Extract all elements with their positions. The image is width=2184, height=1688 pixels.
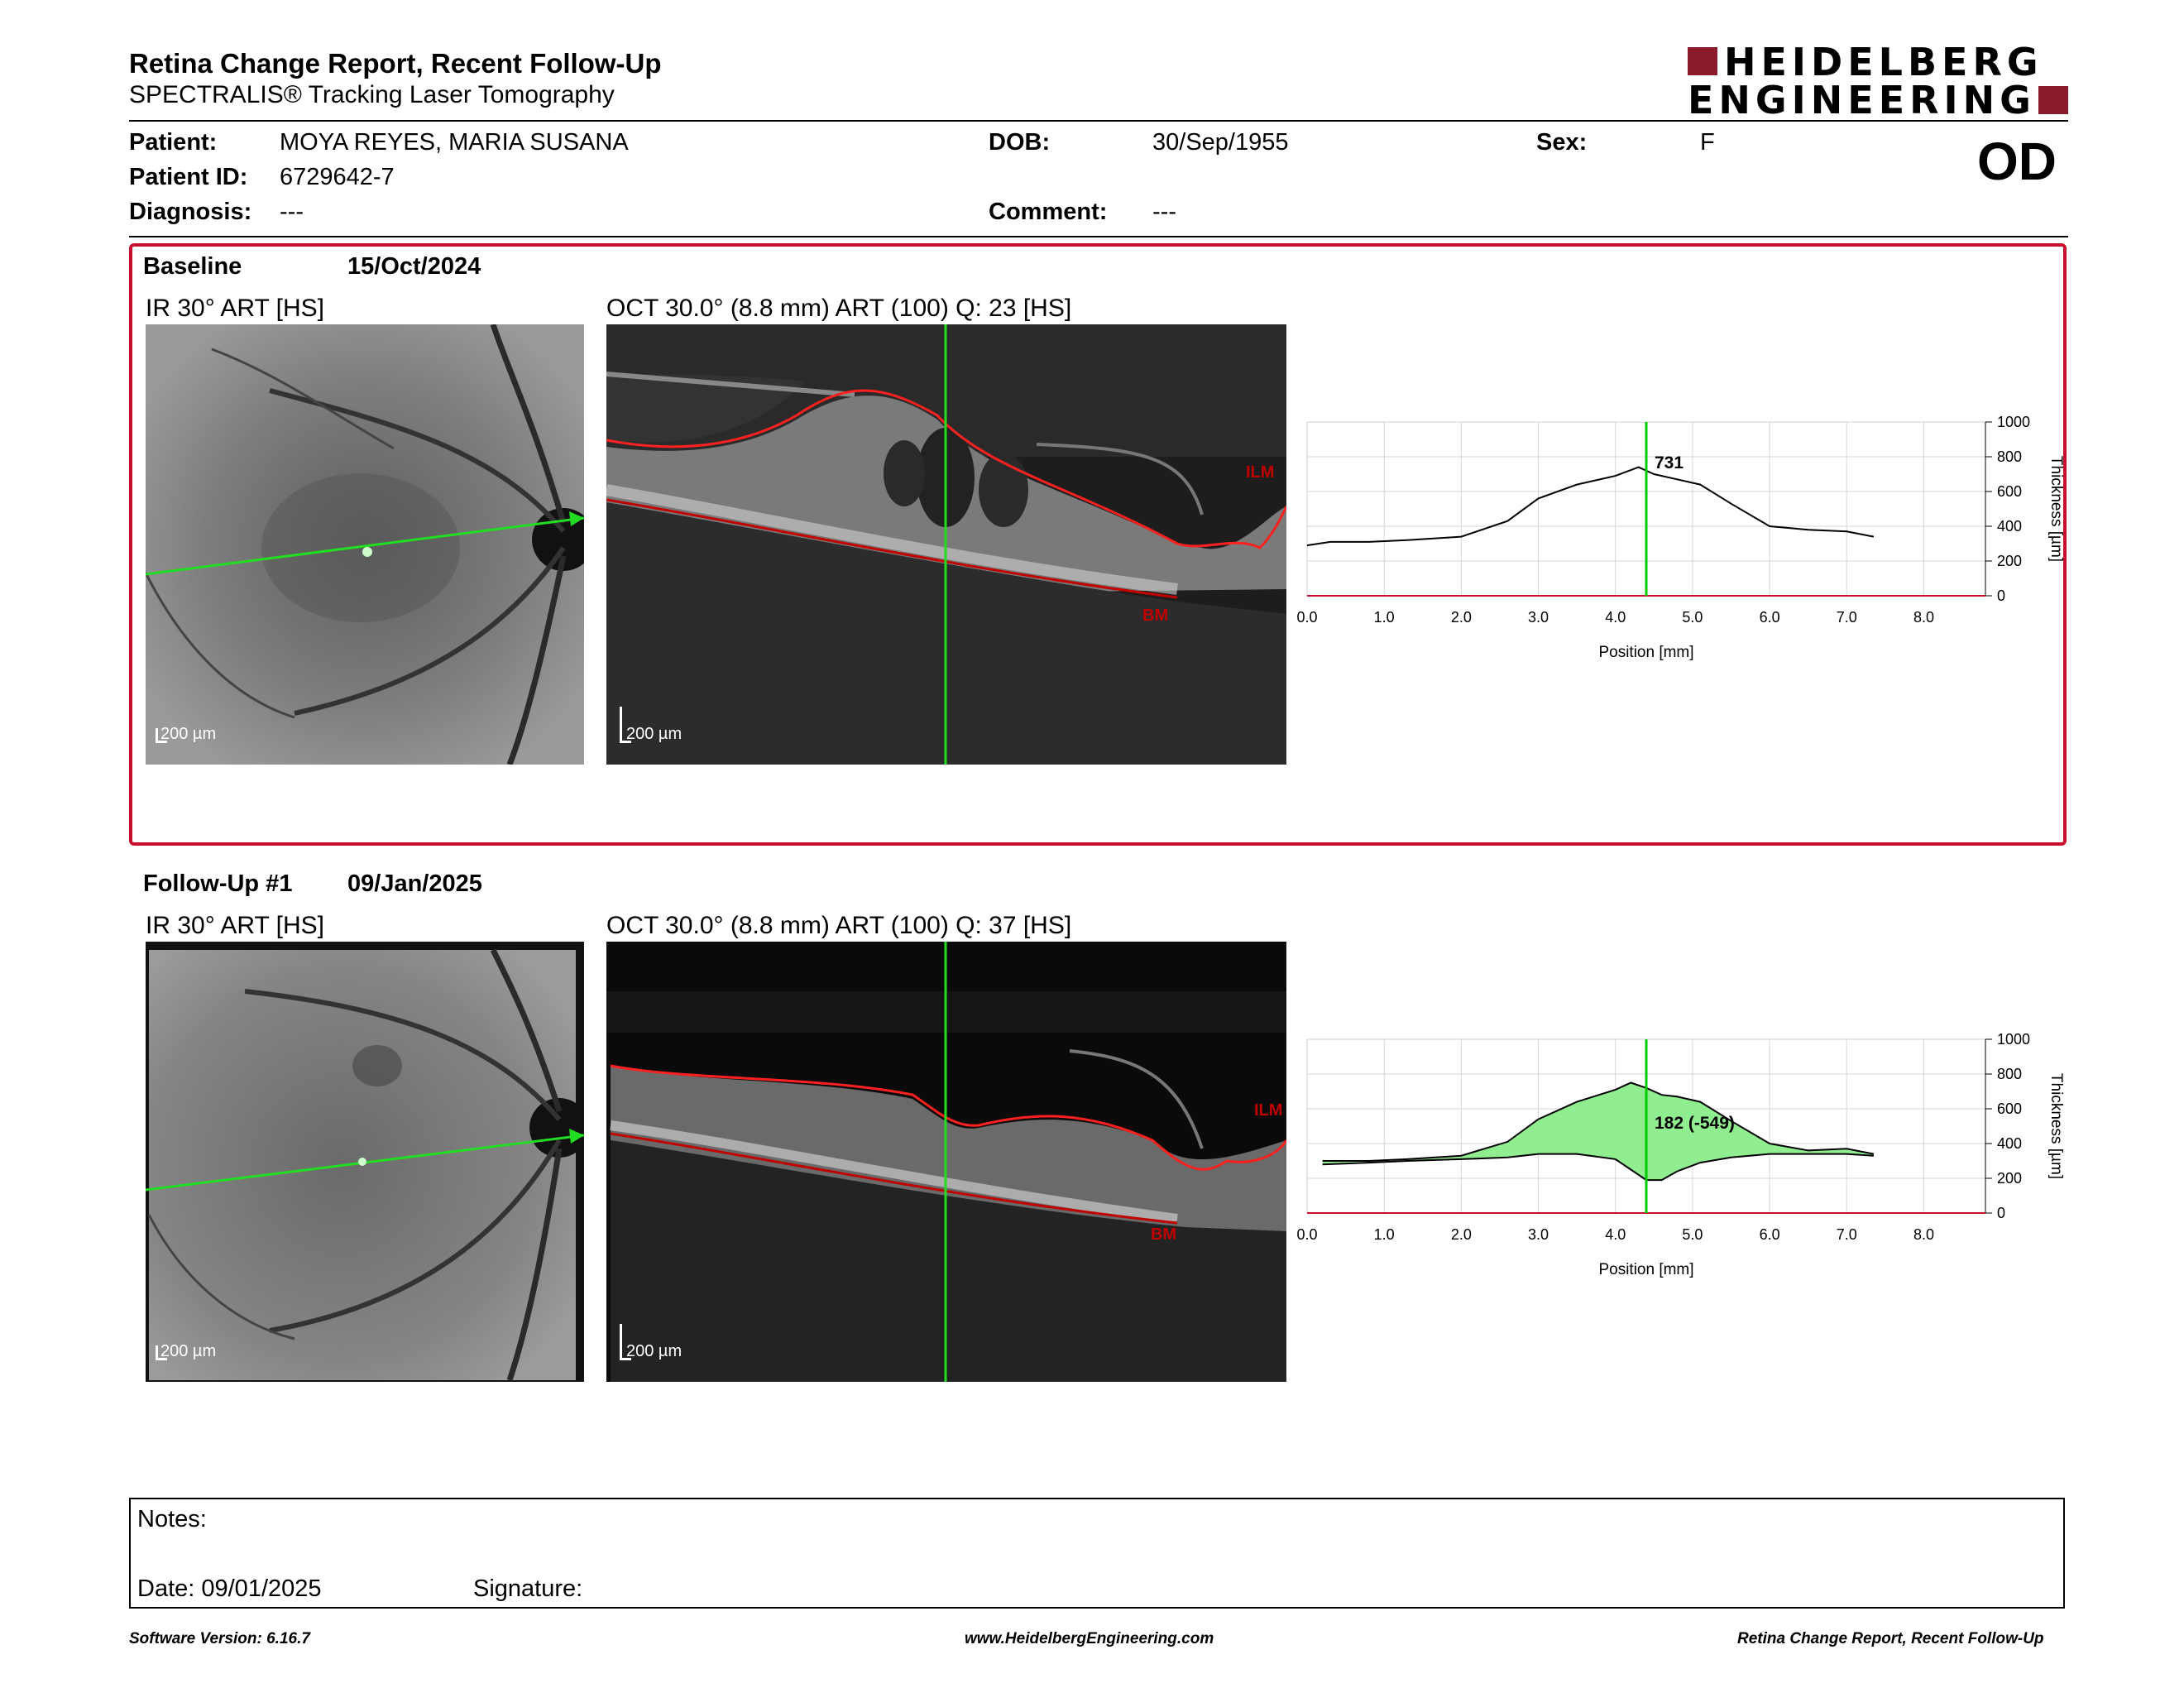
report-title: Retina Change Report, Recent Follow-Up <box>129 48 662 79</box>
diagnosis-label: Diagnosis: <box>129 199 252 225</box>
x-tick-label: 0.0 <box>1296 1226 1317 1243</box>
baseline-oct-scale: 200 µm <box>626 725 682 743</box>
baseline-bm-label: BM <box>1142 607 1168 625</box>
dob-label: DOB: <box>989 129 1051 156</box>
dob-value: 30/Sep/1955 <box>1152 129 1289 156</box>
baseline-frame <box>129 243 2067 846</box>
followup-ir-scale: 200 µm <box>160 1342 217 1360</box>
y-tick-label: 800 <box>1997 1066 2022 1082</box>
comment-value: --- <box>1152 199 1176 225</box>
baseline-ir-title: IR 30° ART [HS] <box>146 295 324 322</box>
thickness-line-0 <box>1322 1081 1875 1162</box>
x-axis-label: Position [mm] <box>1598 644 1693 661</box>
x-tick-label: 0.0 <box>1296 609 1317 626</box>
patient-id: 6729642-7 <box>280 164 395 190</box>
x-tick-label: 6.0 <box>1760 1226 1780 1243</box>
marker-value-label: 731 <box>1655 453 1684 472</box>
x-tick-label: 8.0 <box>1913 609 1934 626</box>
x-tick-label: 4.0 <box>1605 609 1626 626</box>
followup-date: 09/Jan/2025 <box>347 870 482 897</box>
notes-box: Notes: Date: 09/01/2025 Signature: <box>129 1498 2065 1609</box>
followup-label: Follow-Up #1 <box>143 870 293 897</box>
y-tick-label: 0 <box>1997 1205 2005 1221</box>
patient-label: Patient: <box>129 129 218 156</box>
notes-label: Notes: <box>137 1506 207 1532</box>
x-tick-label: 7.0 <box>1837 609 1857 626</box>
y-tick-label: 1000 <box>1997 414 2030 430</box>
sex-label: Sex: <box>1536 129 1588 156</box>
footer-website: www.HeidelbergEngineering.com <box>965 1630 1214 1647</box>
y-tick-label: 200 <box>1997 1170 2022 1187</box>
x-tick-label: 6.0 <box>1760 609 1780 626</box>
y-tick-label: 1000 <box>1997 1031 2030 1048</box>
y-axis-label: Thickness [µm] <box>2048 456 2065 562</box>
baseline-label: Baseline <box>143 253 242 280</box>
x-tick-label: 7.0 <box>1837 1226 1857 1243</box>
y-axis-label: Thickness [µm] <box>2048 1073 2065 1179</box>
report-subtitle: SPECTRALIS® Tracking Laser Tomography <box>129 81 615 108</box>
followup-ir-title: IR 30° ART [HS] <box>146 912 324 939</box>
patient-id-label: Patient ID: <box>129 164 248 190</box>
heidelberg-logo: HEIDELBERG ENGINEERING <box>1688 43 2068 119</box>
x-tick-label: 1.0 <box>1374 1226 1395 1243</box>
x-tick-label: 5.0 <box>1682 609 1703 626</box>
baseline-ilm-label: ILM <box>1246 463 1274 482</box>
baseline-thickness-chart: 0.0 1.0 2.0 3.0 4.0 5.0 6.0 7.0 8.0 0 200 400 600 800… <box>1296 414 2065 661</box>
difference-area <box>1322 1082 1874 1181</box>
y-tick-label: 800 <box>1997 448 2022 465</box>
y-tick-label: 600 <box>1997 483 2022 500</box>
y-tick-label: 0 <box>1997 587 2005 604</box>
footer-software: Software Version: 6.16.7 <box>129 1630 310 1647</box>
patient-name: MOYA REYES, MARIA SUSANA <box>280 129 629 156</box>
thickness-line-0 <box>1306 466 1875 547</box>
signature-label: Signature: <box>473 1575 583 1602</box>
footer-report: Retina Change Report, Recent Follow-Up <box>1737 1630 2044 1647</box>
baseline-ir-image: 200 µm <box>146 324 584 765</box>
baseline-oct-title: OCT 30.0° (8.8 mm) ART (100) Q: 23 [HS] <box>606 295 1072 322</box>
x-tick-label: 8.0 <box>1913 1226 1934 1243</box>
y-tick-label: 400 <box>1997 518 2022 535</box>
y-tick-label: 200 <box>1997 553 2022 569</box>
notes-date: Date: 09/01/2025 <box>137 1575 322 1602</box>
followup-ilm-label: ILM <box>1254 1101 1282 1120</box>
x-tick-label: 5.0 <box>1682 1226 1703 1243</box>
followup-oct-scale: 200 µm <box>626 1342 682 1360</box>
baseline-ir-scale: 200 µm <box>160 725 217 743</box>
x-tick-label: 4.0 <box>1605 1226 1626 1243</box>
x-tick-label: 2.0 <box>1451 1226 1472 1243</box>
baseline-date: 15/Oct/2024 <box>347 253 481 280</box>
baseline-oct-image: ILM BM 200 µm <box>606 324 1286 765</box>
y-tick-label: 400 <box>1997 1135 2022 1152</box>
y-tick-label: 600 <box>1997 1101 2022 1117</box>
followup-ir-image: 200 µm <box>146 942 584 1382</box>
x-tick-label: 2.0 <box>1451 609 1472 626</box>
marker-value-label: 182 (-549) <box>1655 1114 1735 1133</box>
diagnosis-value: --- <box>280 199 304 225</box>
followup-bm-label: BM <box>1151 1225 1176 1244</box>
thickness-line-1 <box>1322 1153 1874 1182</box>
sex-value: F <box>1700 129 1715 156</box>
followup-oct-title: OCT 30.0° (8.8 mm) ART (100) Q: 37 [HS] <box>606 912 1072 939</box>
followup-oct-image: ILM BM 200 µm <box>606 942 1286 1382</box>
x-axis-label: Position [mm] <box>1598 1261 1693 1278</box>
x-tick-label: 3.0 <box>1528 609 1549 626</box>
comment-label: Comment: <box>989 199 1108 225</box>
x-tick-label: 1.0 <box>1374 609 1395 626</box>
eye-indicator: OD <box>1977 132 2057 191</box>
followup-thickness-chart: 0.0 1.0 2.0 3.0 4.0 5.0 6.0 7.0 8.0 0 200 400 600 800… <box>1296 1031 2065 1278</box>
x-tick-label: 3.0 <box>1528 1226 1549 1243</box>
